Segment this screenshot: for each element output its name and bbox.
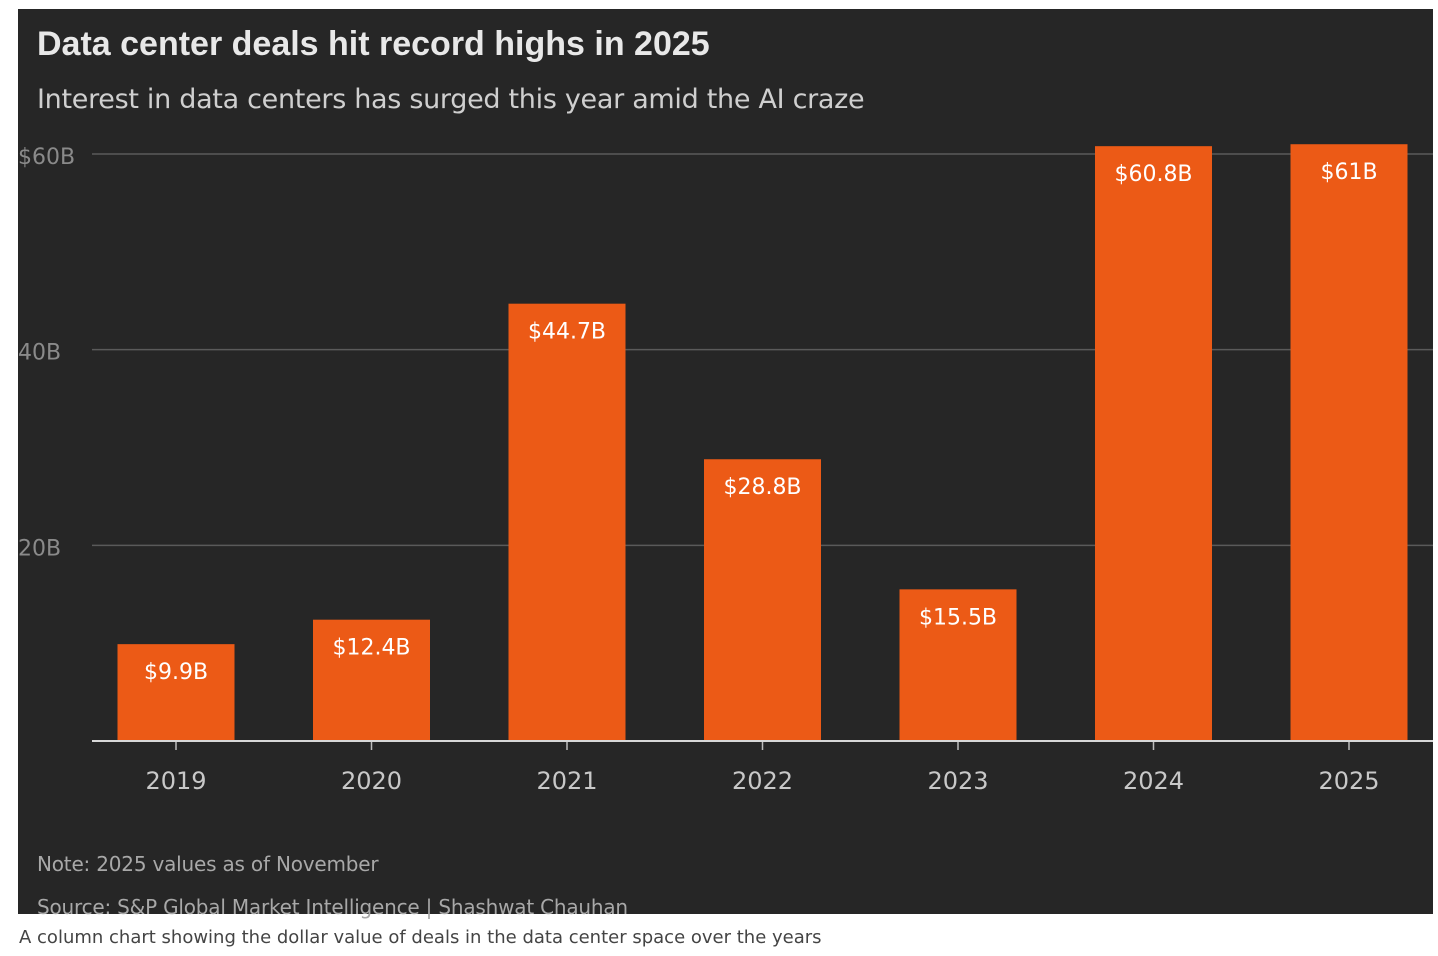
chart-title: Data center deals hit record highs in 20… bbox=[37, 25, 710, 63]
x-tick-label-2025: 2025 bbox=[1318, 767, 1379, 795]
x-tick-label-2021: 2021 bbox=[536, 767, 597, 795]
data-label-2024: $60.8B bbox=[1114, 162, 1192, 187]
bars bbox=[117, 144, 1408, 741]
bar-2024 bbox=[1095, 146, 1212, 741]
data-label-2019: $9.9B bbox=[144, 660, 208, 685]
data-label-2020: $12.4B bbox=[332, 636, 410, 661]
x-axis-tick-labels: 2019 2020 2021 2022 2023 2024 2025 bbox=[145, 767, 1379, 795]
chart-subtitle: Interest in data centers has surged this… bbox=[37, 84, 865, 115]
bar-2021 bbox=[508, 303, 626, 741]
data-label-2023: $15.5B bbox=[919, 605, 997, 630]
x-axis bbox=[92, 740, 1433, 750]
bar-2019 bbox=[117, 644, 235, 741]
y-tick-label: 40B bbox=[18, 341, 61, 366]
data-label-2025: $61B bbox=[1320, 160, 1377, 185]
y-tick-label: 20B bbox=[18, 536, 61, 561]
chart-note: Note: 2025 values as of November bbox=[37, 852, 379, 876]
x-tick-label-2022: 2022 bbox=[732, 767, 793, 795]
chart-caption: A column chart showing the dollar value … bbox=[19, 927, 822, 948]
y-tick-label: $60B bbox=[18, 145, 75, 170]
bar-data-labels: $9.9B $12.4B $44.7B $28.8B $15.5B $60.8B $61B bbox=[144, 160, 1378, 685]
bar-2020 bbox=[313, 619, 430, 741]
x-tick-label-2019: 2019 bbox=[145, 767, 206, 795]
bar-2022 bbox=[704, 459, 821, 741]
chart-panel: Data center deals hit record highs in 20… bbox=[18, 9, 1433, 919]
x-tick-label-2024: 2024 bbox=[1123, 767, 1184, 795]
bar-chart: 20B 40B $60B $9.9B $12.4B $44.7B $28.8B $15.5B… bbox=[18, 144, 1433, 795]
data-label-2021: $44.7B bbox=[528, 320, 606, 345]
data-label-2022: $28.8B bbox=[723, 475, 801, 500]
bar-2023 bbox=[899, 589, 1017, 741]
x-tick-label-2020: 2020 bbox=[341, 767, 402, 795]
y-axis-tick-labels: 20B 40B $60B bbox=[18, 145, 75, 561]
x-tick-label-2023: 2023 bbox=[927, 767, 988, 795]
bar-2025 bbox=[1290, 144, 1408, 741]
chart-source: Source: S&P Global Market Intelligence |… bbox=[37, 895, 628, 919]
